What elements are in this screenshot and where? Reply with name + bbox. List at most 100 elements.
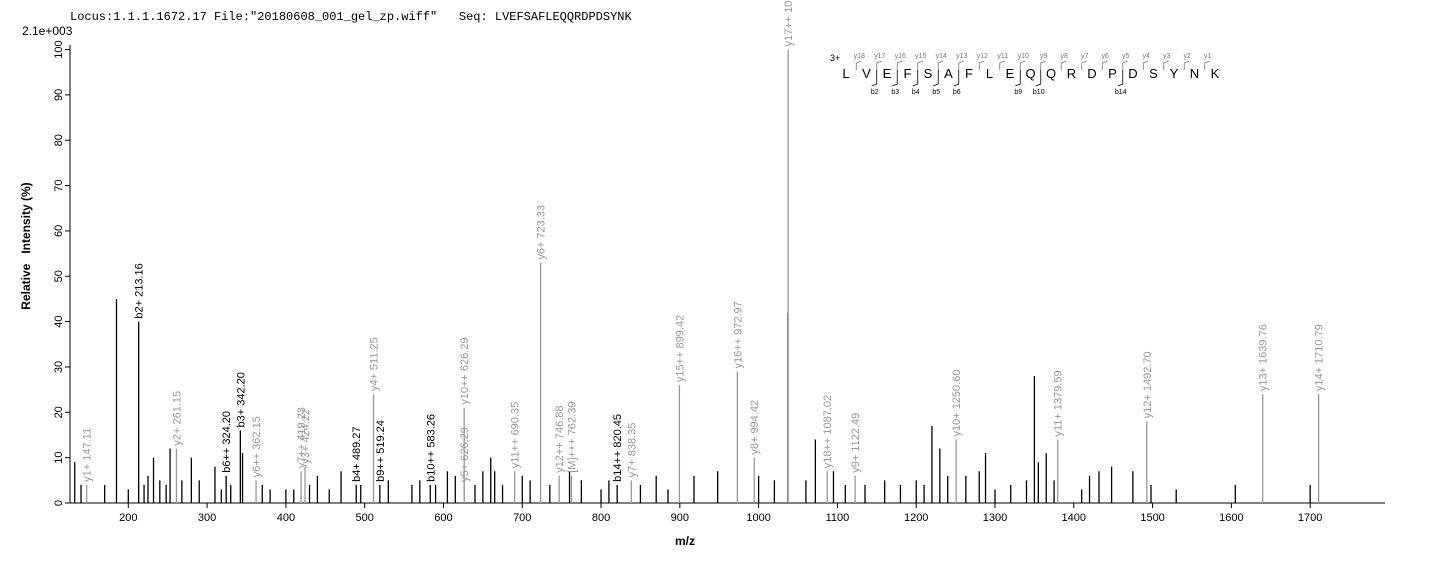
y-tick-label: 70 <box>53 179 65 191</box>
peak-label: b6++ 324.20 <box>221 411 233 473</box>
x-tick-label: 1300 <box>983 512 1007 524</box>
y-ion-label: y10 <box>1018 53 1029 60</box>
b-ion-bracket <box>871 70 878 87</box>
peak-label: b14++ 820.45 <box>612 414 624 482</box>
x-tick-label: 1400 <box>1062 512 1086 524</box>
b-ion-label: b6 <box>953 89 961 96</box>
residue: Q <box>1025 66 1035 81</box>
residue: K <box>1211 66 1220 81</box>
b-ion-label: b2 <box>871 89 879 96</box>
residue: L <box>842 66 849 81</box>
peak-label: y1+ 147.11 <box>82 428 94 482</box>
y-ion-bracket <box>1101 60 1108 70</box>
scale-label: 2.1e+003 <box>22 24 73 38</box>
b-ion-label: b10 <box>1033 89 1045 96</box>
b-ion-bracket <box>912 70 919 87</box>
peak-label: y16++ 972.97 <box>732 301 744 368</box>
x-tick-label: 900 <box>671 512 689 524</box>
y-ion-bracket <box>937 60 944 70</box>
b-ion-label: b3 <box>891 89 899 96</box>
residue: S <box>1149 66 1158 81</box>
y-ion-label: y16 <box>895 53 906 60</box>
peak-label: y12++ 746.88 <box>554 405 566 472</box>
residue: F <box>904 66 912 81</box>
b-ion-label: b4 <box>912 89 920 96</box>
peak-label: y4+ 511.25 <box>369 337 381 391</box>
peak-label: y10++ 626.29 <box>459 337 471 404</box>
residue: P <box>1108 66 1117 81</box>
peak-label: y10+ 1250.60 <box>951 370 963 437</box>
y-ion-label: y14 <box>936 53 947 60</box>
x-tick-label: 1500 <box>1140 512 1164 524</box>
peak-label: y8+ 994.42 <box>749 400 761 455</box>
b-ion-bracket <box>953 70 960 87</box>
peak-label: b2+ 213.16 <box>134 263 146 318</box>
peak-label: y9+ 1122.49 <box>850 413 862 473</box>
residue: L <box>986 66 993 81</box>
y-tick-label: 60 <box>53 225 65 237</box>
b-ion-bracket <box>933 70 939 87</box>
b-ion-bracket <box>1117 70 1124 87</box>
peak-label: b10++ 583.26 <box>425 414 437 482</box>
charge-label: 3+ <box>830 53 840 63</box>
residue: S <box>924 66 933 81</box>
chart-title: Locus:1.1.1.1672.17 File:"20180608_001_g… <box>70 10 632 24</box>
y-ion-bracket <box>1122 60 1128 70</box>
peak-label: y13+ 1639.76 <box>1258 324 1270 391</box>
y-tick-label: 80 <box>53 134 65 146</box>
peak-label: y7++ 419.23 <box>296 407 308 468</box>
y-ion-bracket <box>978 60 985 70</box>
b-ion-bracket <box>1035 70 1042 87</box>
y-ion-label: y5 <box>1122 53 1130 60</box>
y-tick-label: 40 <box>53 315 65 327</box>
b-ion-bracket <box>1015 70 1021 87</box>
peak-label: y2+ 261.15 <box>171 391 183 446</box>
residue: R <box>1067 66 1076 81</box>
y-ion-label: y1 <box>1204 53 1212 60</box>
y-axis-label: Relative Intensity (%) <box>19 182 33 309</box>
residue: V <box>862 66 871 81</box>
peak-label: b9++ 519.24 <box>375 420 387 482</box>
x-tick-label: 800 <box>592 512 610 524</box>
b-ion-label: b9 <box>1014 89 1022 96</box>
x-tick-label: 1200 <box>904 512 928 524</box>
y-ion-label: y18 <box>854 53 865 60</box>
peak-label: b3+ 342.20 <box>235 372 247 427</box>
residue: F <box>965 66 973 81</box>
y-ion-label: y12 <box>977 53 988 60</box>
y-ion-label: y4 <box>1143 53 1151 60</box>
y-ion-bracket <box>1081 60 1087 70</box>
residue: D <box>1087 66 1096 81</box>
residue: N <box>1190 66 1199 81</box>
y-ion-label: y11 <box>997 53 1008 60</box>
x-tick-label: 700 <box>513 512 531 524</box>
x-tick-label: 1000 <box>746 512 770 524</box>
y-ion-bracket <box>1040 60 1046 70</box>
peak-label: y17++ 1037.47 <box>783 0 795 47</box>
x-tick-label: 600 <box>434 512 452 524</box>
x-tick-label: 1600 <box>1219 512 1243 524</box>
y-ion-bracket <box>855 60 862 70</box>
residue: E <box>1006 66 1015 81</box>
peak-label: y7+ 838.35 <box>626 423 638 478</box>
y-ion-label: y8 <box>1061 53 1069 60</box>
peak-label: y18++ 1087.02 <box>822 395 834 468</box>
y-ion-label: y17 <box>874 53 885 60</box>
y-ion-bracket <box>1060 60 1067 70</box>
x-axis-label: m/z <box>675 534 695 548</box>
y-ion-bracket <box>1204 60 1210 70</box>
residue: Y <box>1170 66 1179 81</box>
y-ion-label: y9 <box>1040 53 1048 60</box>
residue: D <box>1128 66 1137 81</box>
b-ion-label: b5 <box>932 89 940 96</box>
y-ion-label: y13 <box>956 53 967 60</box>
y-ion-label: y15 <box>915 53 926 60</box>
y-ion-bracket <box>1183 60 1190 70</box>
residue: Q <box>1046 66 1056 81</box>
peak-label: y11+ 1379.59 <box>1053 370 1065 436</box>
y-tick-label: 10 <box>53 452 65 464</box>
residue: A <box>944 66 953 81</box>
y-tick-label: 90 <box>53 89 65 101</box>
peak-label: y12+ 1492.70 <box>1142 351 1154 418</box>
y-ion-label: y6 <box>1102 53 1110 60</box>
